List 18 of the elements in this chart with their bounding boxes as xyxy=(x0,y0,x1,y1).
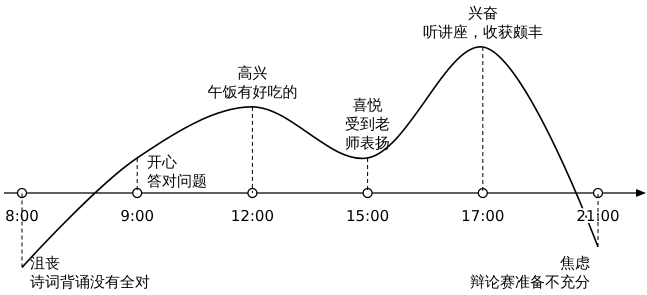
annotation: 喜悦 xyxy=(352,96,383,114)
text: 辩论赛准备不充分 xyxy=(470,273,590,291)
x-tick-label: 17:00 xyxy=(461,207,504,225)
annotation: 兴奋 xyxy=(468,4,498,22)
x-tick-label: 12:00 xyxy=(230,207,274,225)
annotation: 受到老 xyxy=(345,114,390,133)
annotation: 午饭有好吃的 xyxy=(207,82,298,101)
text: 诗词背诵没有全对 xyxy=(30,273,150,291)
text: 听讲座，收获颇丰 xyxy=(422,23,543,41)
annotation: 焦虑 xyxy=(560,254,590,272)
annotation: 师表扬 xyxy=(345,134,390,152)
annotation: 高兴 xyxy=(237,64,268,82)
annotation: 答对问题 xyxy=(147,172,208,190)
x-tick-label: 9:00 xyxy=(120,207,154,225)
x-tick-label: 15:00 xyxy=(346,207,390,225)
x-tick-label: 8:00 xyxy=(5,207,39,225)
annotation: 沮丧 xyxy=(30,254,60,272)
annotation: 开心 xyxy=(147,153,178,171)
